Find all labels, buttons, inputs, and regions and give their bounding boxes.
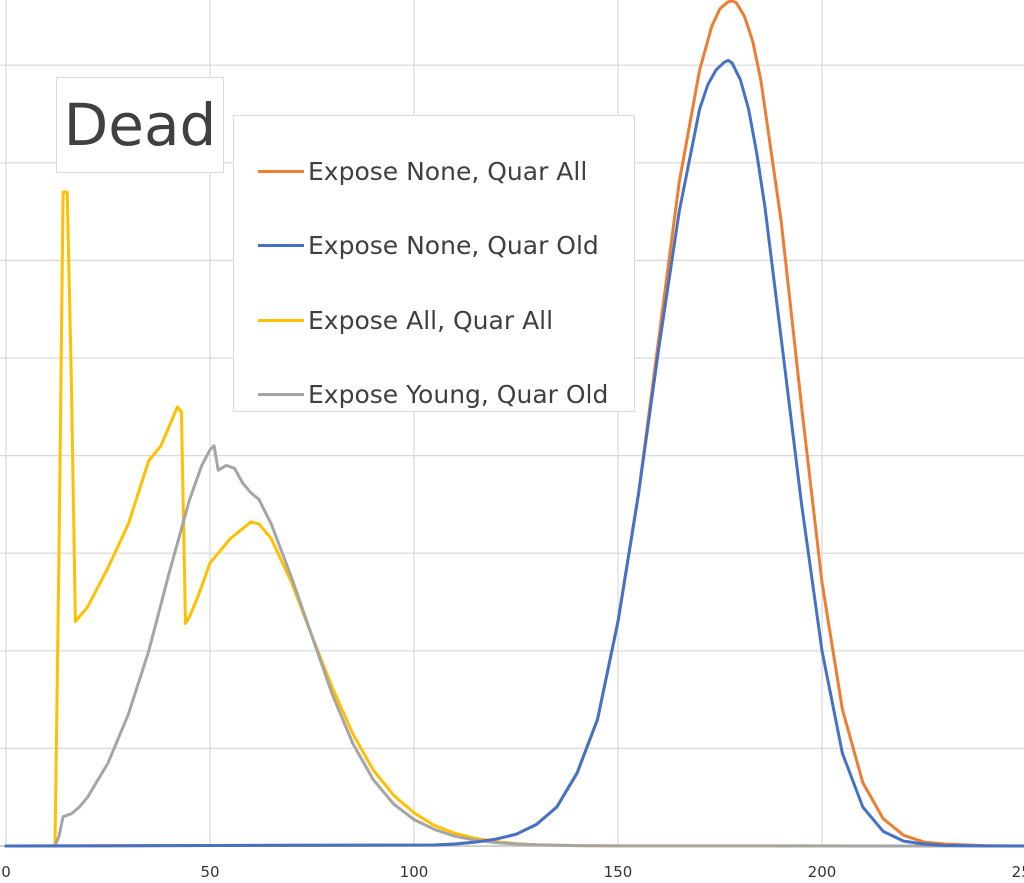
chart-title-box: Dead: [56, 77, 224, 173]
legend: Expose None, Quar All Expose None, Quar …: [233, 115, 635, 412]
legend-item-expose-none-quar-old: Expose None, Quar Old: [258, 209, 634, 284]
x-axis-tick-labels: 0 50 100 150 200 250: [1, 863, 1024, 881]
chart-title: Dead: [63, 91, 217, 159]
x-tick-label: 200: [808, 863, 837, 881]
x-tick-label: 150: [604, 863, 633, 881]
legend-item-expose-none-quar-all: Expose None, Quar All: [258, 134, 634, 209]
legend-item-expose-young-quar-old: Expose Young, Quar Old: [258, 358, 634, 433]
x-tick-label: 50: [200, 863, 219, 881]
legend-label-expose-young-quar-old: Expose Young, Quar Old: [308, 380, 609, 410]
legend-swatch-expose-none-quar-all: [258, 169, 304, 173]
legend-swatch-expose-none-quar-old: [258, 244, 304, 248]
legend-label-expose-none-quar-old: Expose None, Quar Old: [308, 231, 599, 261]
series-line-expose-all-quar-all: [4, 190, 1024, 848]
legend-label-expose-all-quar-all: Expose All, Quar All: [308, 305, 554, 335]
legend-swatch-expose-all-quar-all: [258, 318, 304, 322]
legend-label-expose-none-quar-all: Expose None, Quar All: [308, 156, 588, 186]
legend-item-expose-all-quar-all: Expose All, Quar All: [258, 283, 634, 358]
x-tick-label: 100: [400, 863, 429, 881]
series-lines: [4, 0, 1024, 848]
series-line-expose-young-quar-old: [4, 444, 1024, 848]
x-tick-label: 0: [1, 863, 11, 881]
x-tick-label: 250: [1012, 863, 1024, 881]
legend-swatch-expose-young-quar-old: [258, 393, 304, 397]
series-line-expose-none-quar-old: [4, 58, 1024, 848]
